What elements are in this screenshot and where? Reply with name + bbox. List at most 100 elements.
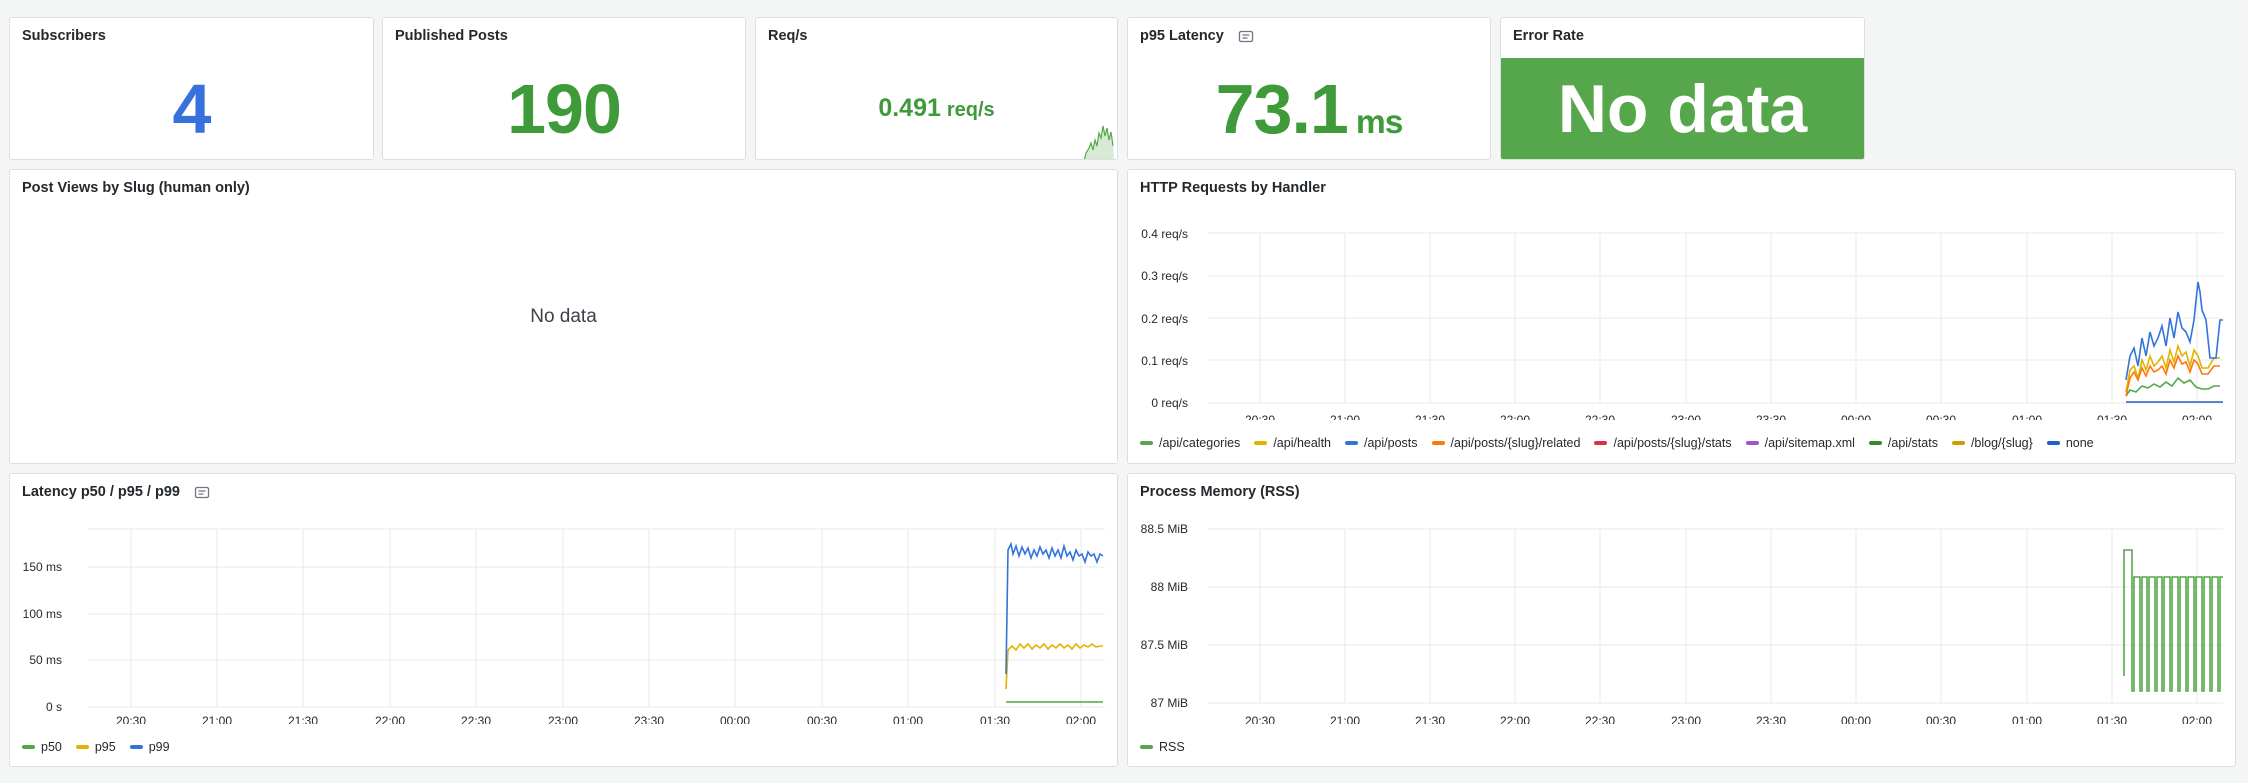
stat-value-container: 190 <box>383 58 745 159</box>
x-tick: 21:00 <box>1330 714 1360 724</box>
legend-swatch <box>1745 441 1759 445</box>
x-tick: 21:30 <box>1415 714 1445 724</box>
x-tick: 01:00 <box>2012 714 2042 724</box>
value-number: 0.491 <box>878 94 941 122</box>
legend-swatch <box>1431 441 1445 445</box>
legend-item[interactable]: /api/categories <box>1140 436 1240 450</box>
x-tick: 00:00 <box>1841 714 1871 724</box>
info-icon[interactable] <box>1238 30 1254 43</box>
x-tick: 02:00 <box>2182 413 2212 420</box>
series-api-posts-related <box>2125 353 2220 397</box>
value-unit: ms <box>1355 103 1404 141</box>
subscribers-panel[interactable]: Subscribers 4 <box>9 17 374 160</box>
legend-item[interactable]: /api/sitemap.xml <box>1745 436 1855 450</box>
legend-item[interactable]: p99 <box>129 740 170 754</box>
panel-title: Process Memory (RSS) <box>1140 484 1300 500</box>
panel-title: Error Rate <box>1513 28 1584 44</box>
legend-swatch <box>1951 441 1965 445</box>
legend: /api/categories /api/health /api/posts /… <box>1140 436 2094 450</box>
panel-title: Published Posts <box>395 28 508 44</box>
error-rate-value: No data <box>1501 58 1864 159</box>
latency-panel[interactable]: Latency p50 / p95 / p99 0 s 50 ms 100 ms… <box>9 473 1118 767</box>
x-tick: 22:00 <box>1500 714 1530 724</box>
legend-label: p50 <box>41 740 62 754</box>
published-posts-panel[interactable]: Published Posts 190 <box>382 17 746 160</box>
legend-label: /blog/{slug} <box>1970 436 2033 450</box>
legend-label: /api/posts <box>1364 436 1418 450</box>
legend-label: /api/posts/{slug}/stats <box>1613 436 1732 450</box>
legend-label: /api/sitemap.xml <box>1764 436 1855 450</box>
legend-item[interactable]: p95 <box>75 740 116 754</box>
error-rate-panel[interactable]: Error Rate No data <box>1500 17 1865 160</box>
y-tick: 150 ms <box>23 560 62 574</box>
x-tick: 01:30 <box>2097 413 2127 420</box>
legend-label: p95 <box>94 740 116 754</box>
x-tick: 00:00 <box>1841 413 1871 420</box>
info-icon[interactable] <box>194 486 210 499</box>
legend-swatch <box>1345 441 1358 445</box>
x-tick: 23:30 <box>1756 714 1786 724</box>
series-api-health <box>2125 343 2220 393</box>
legend-item[interactable]: /api/health <box>1254 436 1331 450</box>
legend-label: RSS <box>1159 740 1185 754</box>
legend: RSS <box>1140 740 1185 754</box>
process-memory-chart: 87 MiB 87.5 MiB 88 MiB 88.5 MiB 20:30 21:… <box>1141 522 2223 724</box>
legend-item[interactable]: RSS <box>1140 740 1185 754</box>
p95-latency-value: 73.1 ms <box>1216 69 1404 149</box>
subscribers-value: 4 <box>172 69 212 148</box>
req-per-second-panel[interactable]: Req/s 0.491 req/s <box>755 17 1118 160</box>
x-axis-labels: 20:30 21:00 21:30 22:00 22:30 23:00 23:30 00:00… <box>1245 714 2212 724</box>
legend-label: none <box>2065 436 2094 450</box>
x-axis-labels: 20:30 21:00 21:30 22:00 22:30 23:00 23:30 00:00… <box>116 714 1096 724</box>
x-tick: 21:00 <box>1330 413 1360 420</box>
x-tick: 22:00 <box>375 714 405 724</box>
latency-chart: 0 s 50 ms 100 ms 150 ms 20:30 21:00 21:30 2… <box>23 528 1105 724</box>
post-views-panel[interactable]: Post Views by Slug (human only) No data <box>9 169 1118 464</box>
sparkline <box>1083 125 1114 159</box>
x-tick: 22:30 <box>1585 714 1615 724</box>
legend-item[interactable]: /api/posts <box>1345 436 1418 450</box>
y-tick: 0.1 req/s <box>1141 354 1188 368</box>
x-tick: 23:30 <box>634 714 664 724</box>
process-memory-panel[interactable]: Process Memory (RSS) 87 MiB 87.5 MiB 88 … <box>1127 473 2236 767</box>
y-tick: 87 MiB <box>1151 696 1188 710</box>
panel-title: Req/s <box>768 28 808 44</box>
y-tick: 50 ms <box>29 653 62 667</box>
legend-item[interactable]: /api/posts/{slug}/related <box>1431 436 1580 450</box>
legend-item[interactable]: p50 <box>22 740 62 754</box>
x-tick: 02:00 <box>2182 714 2212 724</box>
no-data-message: No data <box>530 305 597 327</box>
x-tick: 00:30 <box>807 714 837 724</box>
p95-latency-panel[interactable]: p95 Latency 73.1 ms <box>1127 17 1491 160</box>
x-tick: 20:30 <box>1245 413 1275 420</box>
legend: p50 p95 p99 <box>22 740 170 754</box>
legend-swatch <box>1594 441 1608 445</box>
legend-item[interactable]: /api/stats <box>1868 436 1938 450</box>
legend-label: /api/stats <box>1887 436 1938 450</box>
y-tick: 100 ms <box>23 607 62 621</box>
x-tick: 23:00 <box>1671 413 1701 420</box>
legend-swatch <box>1868 441 1882 445</box>
y-tick: 0 req/s <box>1151 396 1188 410</box>
sparkline-area <box>1084 126 1114 159</box>
x-tick: 00:30 <box>1926 714 1956 724</box>
x-tick: 21:30 <box>1415 413 1445 420</box>
x-tick: 22:00 <box>1500 413 1530 420</box>
y-tick: 87.5 MiB <box>1141 638 1188 652</box>
http-requests-chart: 0 req/s 0.1 req/s 0.2 req/s 0.3 req/s 0.… <box>1141 227 2223 420</box>
y-tick: 88.5 MiB <box>1141 522 1188 536</box>
legend-swatch <box>129 745 143 749</box>
panel-title: Latency p50 / p95 / p99 <box>22 484 210 500</box>
series-p99 <box>1005 541 1104 675</box>
grid <box>88 528 1105 708</box>
http-requests-panel[interactable]: HTTP Requests by Handler 0 req/s 0.1 req… <box>1127 169 2236 464</box>
series-p95 <box>1005 642 1103 690</box>
legend-item[interactable]: none <box>2046 436 2094 450</box>
legend-item[interactable]: /api/posts/{slug}/stats <box>1594 436 1732 450</box>
legend-swatch <box>1140 745 1153 749</box>
y-axis-labels: 0 s 50 ms 100 ms 150 ms <box>23 560 62 714</box>
panel-title: Post Views by Slug (human only) <box>22 180 250 196</box>
stat-value-container: 4 <box>10 58 373 159</box>
x-tick: 23:00 <box>548 714 578 724</box>
legend-item[interactable]: /blog/{slug} <box>1951 436 2033 450</box>
